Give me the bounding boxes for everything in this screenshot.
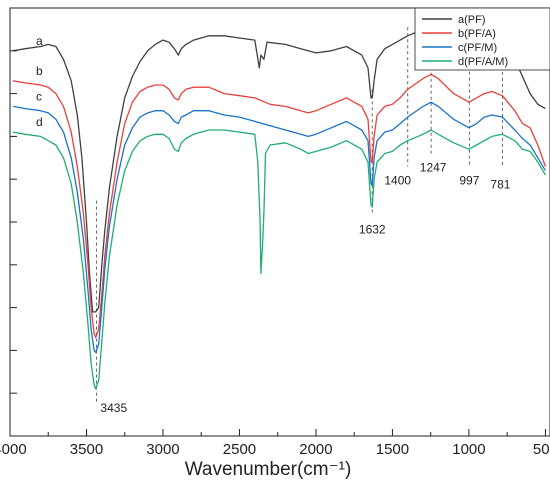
legend: a(PF) b(PF/A) c(PF/M) d(PF/A/M): [414, 7, 550, 71]
series-line: [12, 73, 547, 339]
legend-entry: b(PF/A): [458, 28, 496, 40]
annotation-label: 1247: [420, 161, 447, 175]
curve-labels: a bcd: [36, 34, 43, 129]
x-tick-label: 3500: [70, 441, 103, 458]
x-tick-label: 2000: [299, 441, 332, 458]
spectra-curves: [12, 26, 547, 390]
x-axis-ticks: 4000 3500 3000 2500 2000 1500 1000 500: [0, 429, 550, 458]
annotation-lines: [95, 18, 503, 402]
x-tick-label: 3000: [146, 441, 179, 458]
x-tick-label: 500: [533, 441, 550, 458]
x-tick-label: 2500: [223, 441, 256, 458]
x-tick-label: 1000: [452, 441, 485, 458]
series-letter-label: d: [36, 115, 43, 129]
series-letter-label: a: [36, 34, 43, 48]
annotation-label: 1400: [384, 173, 411, 187]
legend-entry: d(PF/A/M): [458, 56, 508, 68]
x-axis-title: Wavenumber(cm⁻¹): [185, 459, 352, 480]
series-letter-label: b: [36, 64, 43, 78]
annotation-label: 997: [459, 173, 479, 187]
annotation-label: 3435: [100, 401, 127, 415]
series-line: [12, 129, 546, 390]
x-tick-label: 1500: [376, 441, 409, 458]
y-axis-ticks: [10, 50, 17, 394]
legend-entry: a(PF): [458, 14, 486, 26]
legend-entry: c(PF/M): [458, 42, 497, 54]
series-line: [12, 101, 546, 354]
annotation-label: 781: [490, 177, 510, 191]
x-tick-label: 4000: [0, 441, 27, 458]
annotation-label: 1632: [359, 222, 386, 236]
annotation-labels: 3435 1632 1400 1247 997 781: [100, 161, 510, 415]
series-letter-label: c: [36, 89, 42, 103]
